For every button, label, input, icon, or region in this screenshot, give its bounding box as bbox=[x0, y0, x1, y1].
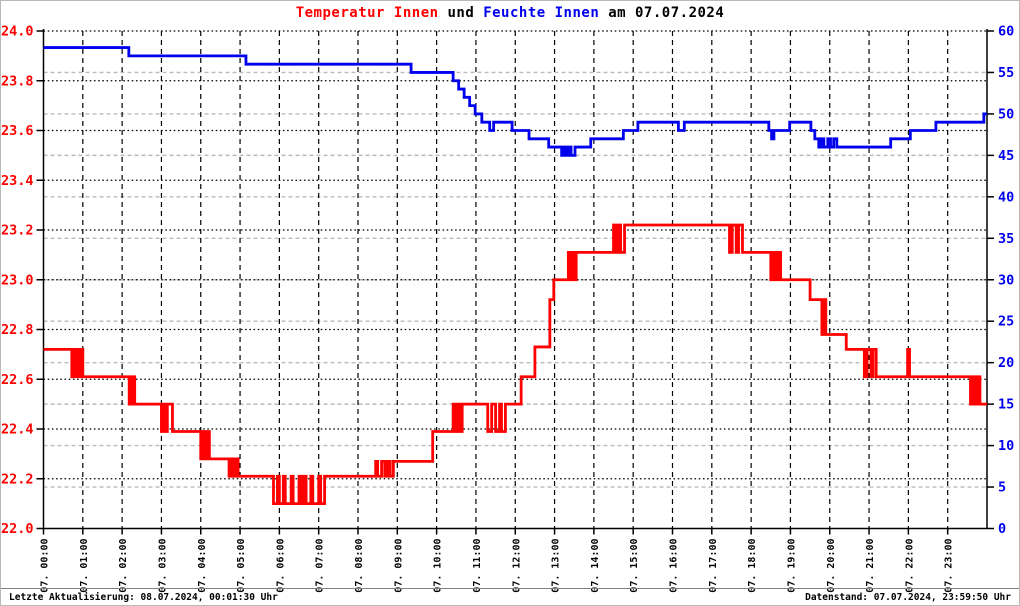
chart-title: Temperatur Innen und Feuchte Innen am 07… bbox=[1, 5, 1019, 21]
svg-text:07. 09:00: 07. 09:00 bbox=[393, 539, 404, 593]
svg-text:07. 15:00: 07. 15:00 bbox=[629, 539, 640, 593]
svg-text:07. 10:00: 07. 10:00 bbox=[433, 539, 444, 593]
svg-text:07. 19:00: 07. 19:00 bbox=[786, 539, 797, 593]
svg-text:22.2: 22.2 bbox=[1, 471, 34, 487]
svg-text:07. 08:00: 07. 08:00 bbox=[354, 539, 365, 593]
svg-text:07. 02:00: 07. 02:00 bbox=[118, 539, 129, 593]
svg-text:45: 45 bbox=[998, 148, 1014, 164]
svg-text:40: 40 bbox=[998, 189, 1014, 205]
data-state-text: Datenstand: 07.07.2024, 23:59:50 Uhr bbox=[805, 592, 1011, 603]
svg-text:23.4: 23.4 bbox=[1, 173, 34, 189]
svg-text:60: 60 bbox=[998, 24, 1014, 40]
svg-text:30: 30 bbox=[998, 272, 1014, 288]
y-axis-right-labels: 0 5 10 15 20 25 30 35 40 45 50 55 60 bbox=[987, 24, 1014, 537]
svg-text:22.8: 22.8 bbox=[1, 322, 34, 338]
svg-text:25: 25 bbox=[998, 314, 1014, 330]
svg-text:22.4: 22.4 bbox=[1, 422, 34, 438]
last-update-text: Letzte Aktualisierung: 08.07.2024, 00:01… bbox=[9, 592, 278, 603]
svg-text:22.6: 22.6 bbox=[1, 372, 34, 388]
x-axis-labels: 07. 00:00 07. 01:00 07. 02:00 07. 03:00 07. … bbox=[40, 528, 955, 593]
title-temperature-label: Temperatur Innen bbox=[295, 5, 439, 21]
svg-text:07. 12:00: 07. 12:00 bbox=[511, 539, 522, 593]
series-temperatur-innen bbox=[43, 223, 987, 506]
title-humidity-label: Feuchte Innen bbox=[483, 5, 600, 21]
svg-text:07. 18:00: 07. 18:00 bbox=[747, 539, 758, 593]
svg-text:07. 05:00: 07. 05:00 bbox=[236, 539, 247, 593]
svg-text:07. 17:00: 07. 17:00 bbox=[708, 539, 719, 593]
svg-text:07. 20:00: 07. 20:00 bbox=[826, 539, 837, 593]
svg-text:07. 13:00: 07. 13:00 bbox=[551, 539, 562, 593]
svg-text:07. 00:00: 07. 00:00 bbox=[40, 539, 51, 593]
svg-text:07. 14:00: 07. 14:00 bbox=[590, 539, 601, 593]
svg-text:50: 50 bbox=[998, 106, 1014, 122]
svg-text:07. 01:00: 07. 01:00 bbox=[79, 539, 90, 593]
svg-text:24.0: 24.0 bbox=[1, 24, 34, 40]
svg-text:07. 22:00: 07. 22:00 bbox=[904, 539, 915, 593]
svg-text:07. 23:00: 07. 23:00 bbox=[944, 539, 955, 593]
svg-text:55: 55 bbox=[998, 65, 1014, 81]
svg-text:5: 5 bbox=[998, 480, 1006, 496]
svg-text:23.2: 23.2 bbox=[1, 223, 34, 239]
svg-text:23.6: 23.6 bbox=[1, 123, 34, 139]
svg-text:07. 06:00: 07. 06:00 bbox=[275, 539, 286, 593]
svg-text:07. 21:00: 07. 21:00 bbox=[865, 539, 876, 593]
svg-text:07. 04:00: 07. 04:00 bbox=[197, 539, 208, 593]
series-feuchte-innen bbox=[43, 46, 987, 157]
y-axis-left-labels: 22.0 22.2 22.4 22.6 22.8 23.0 23.2 23.4 23.6 23.8… bbox=[1, 24, 44, 537]
svg-text:22.0: 22.0 bbox=[1, 521, 34, 537]
svg-text:23.0: 23.0 bbox=[1, 272, 34, 288]
svg-text:07. 07:00: 07. 07:00 bbox=[315, 539, 326, 593]
svg-text:07. 16:00: 07. 16:00 bbox=[669, 539, 680, 593]
svg-text:0: 0 bbox=[998, 521, 1006, 537]
svg-text:23.8: 23.8 bbox=[1, 73, 34, 89]
svg-text:10: 10 bbox=[998, 438, 1014, 454]
svg-text:20: 20 bbox=[998, 355, 1014, 371]
grid-vertical-hours bbox=[82, 31, 949, 529]
svg-text:07. 03:00: 07. 03:00 bbox=[157, 539, 168, 593]
svg-text:07. 11:00: 07. 11:00 bbox=[472, 539, 483, 593]
title-date-label: am 07.07.2024 bbox=[599, 5, 725, 21]
svg-text:15: 15 bbox=[998, 397, 1014, 413]
svg-text:35: 35 bbox=[998, 231, 1014, 247]
title-und-label: und bbox=[438, 5, 484, 21]
